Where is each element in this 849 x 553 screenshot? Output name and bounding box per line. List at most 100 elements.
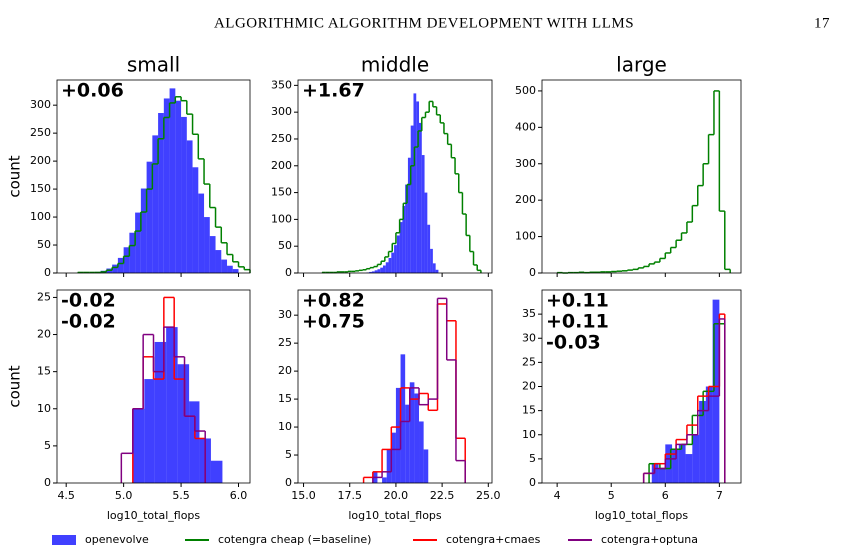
y-tick-label: 10 [522,428,536,441]
x-axis-label: log10_total_flops [595,509,689,522]
hist-bar [413,93,417,274]
hist-bar [421,155,425,273]
y-tick-label: 0 [44,476,51,489]
hist-bar [658,468,666,483]
hist-bar [210,460,223,483]
x-tick-label: 6.0 [230,489,248,502]
hist-bar [177,364,190,483]
annotation: -0.03 [546,332,601,354]
hist-bar [382,265,386,273]
y-tick-label: 150 [271,186,292,199]
hist-bar [382,477,387,483]
hist-bar [705,386,713,483]
y-tick-label: 200 [515,193,536,206]
y-tick-label: 30 [278,308,292,321]
hist-bar [232,269,239,273]
hist-bar [399,222,403,273]
hist-bar [405,184,408,273]
x-tick-label: 15.0 [291,489,316,502]
hist-bar [400,354,406,483]
y-tick-label: 300 [515,157,536,170]
y-axis-label: count [6,155,24,197]
hist-bar [435,269,439,273]
y-tick-label: 200 [271,159,292,172]
hist-bar [377,269,381,273]
hist-bar [424,192,428,273]
y-tick-label: 10 [37,402,51,415]
annotation: +0.11 [546,311,609,333]
x-tick-label: 25.0 [476,489,501,502]
plot-frame [56,289,251,484]
running-header: ALGORITHMIC ALGORITHM DEVELOPMENT WITH L… [214,15,634,31]
hist-bar [198,193,205,273]
hist-bar [414,393,420,483]
hist-bar [112,264,118,273]
legend-label: cotengra cheap (=baseline) [218,533,371,546]
y-tick-label: 100 [271,212,292,225]
hist-bar [395,387,401,483]
hist-bar [221,259,228,273]
hist-bar [388,257,392,273]
hist-bar [371,271,375,273]
y-tick-label: 250 [271,132,292,145]
hist-bar [380,267,383,273]
x-tick-label: 5 [608,489,615,502]
hist-bar [385,262,389,273]
hist-bar [175,100,182,273]
hist-bar [402,205,406,273]
y-tick-label: 100 [515,230,536,243]
hist-bar [146,161,153,273]
y-tick-label: 5 [44,439,51,452]
y-axis-label: count [6,365,24,407]
x-tick-label: 5.5 [172,489,190,502]
y-tick-label: 10 [278,420,292,433]
legend-label: openevolve [85,533,149,546]
x-tick-label: 17.5 [337,489,362,502]
hist-bar [430,248,433,273]
hist-bar [227,265,233,273]
hist-bar [181,116,187,273]
y-tick-label: 0 [529,266,536,279]
hist-bar [152,135,159,273]
y-tick-label: 20 [522,380,536,393]
y-tick-label: 50 [37,238,51,251]
x-tick-label: 4.5 [57,489,75,502]
y-tick-label: 300 [30,98,51,111]
hist-bar [419,421,424,483]
y-tick-label: 15 [522,404,536,417]
x-tick-label: 5.0 [115,489,133,502]
y-tick-label: 0 [285,476,292,489]
hist-bar [386,449,392,483]
y-tick-label: 15 [278,392,292,405]
annotation: -0.02 [61,290,116,312]
hist-bar [699,400,706,483]
hist-bar [374,270,378,273]
x-tick-label: 20.0 [384,489,409,502]
annotation: +0.11 [546,290,609,312]
y-tick-label: 50 [278,239,292,252]
legend-label: cotengra+cmaes [446,533,541,546]
hist-bar [169,88,176,274]
y-tick-label: 30 [522,331,536,344]
annotation: +0.75 [302,311,365,333]
annotation: +0.06 [61,80,124,102]
y-tick-label: 0 [285,266,292,279]
y-tick-label: 0 [529,476,536,489]
hist-bar [186,140,193,273]
x-tick-label: 4 [554,489,561,502]
y-tick-label: 350 [271,78,292,91]
x-axis-label: log10_total_flops [107,509,201,522]
plot-frame [541,79,742,274]
y-tick-label: 300 [271,105,292,118]
hist-bar [405,404,410,483]
y-tick-label: 20 [37,328,51,341]
hist-bar [394,245,397,273]
y-tick-label: 200 [30,154,51,167]
panel-title: small [127,53,180,77]
hist-bar [712,299,720,483]
hist-bar [678,444,686,483]
y-tick-label: 25 [37,290,51,303]
legend-label: cotengra+optuna [601,533,698,546]
hist-bar [419,122,422,273]
